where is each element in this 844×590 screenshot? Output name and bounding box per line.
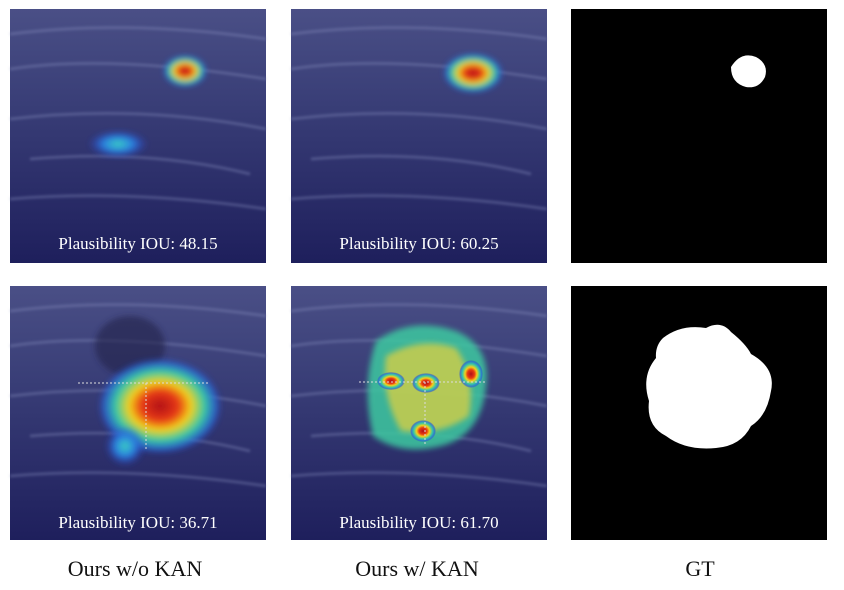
mask-panel [571, 9, 827, 263]
caption: Plausibility IOU: 61.70 [339, 513, 498, 532]
column-label: GT [685, 556, 715, 581]
panel: Plausibility IOU: 60.25 [291, 9, 547, 263]
mask-panel [571, 286, 827, 540]
panel: Plausibility IOU: 36.71 [10, 286, 266, 540]
column-label: Ours w/o KAN [68, 556, 203, 581]
column-label: Ours w/ KAN [355, 556, 479, 581]
caption: Plausibility IOU: 60.25 [339, 234, 498, 253]
panel: Plausibility IOU: 61.70 [291, 286, 547, 540]
caption: Plausibility IOU: 36.71 [58, 513, 217, 532]
caption: Plausibility IOU: 48.15 [58, 234, 217, 253]
panel: Plausibility IOU: 48.15 [10, 9, 266, 263]
